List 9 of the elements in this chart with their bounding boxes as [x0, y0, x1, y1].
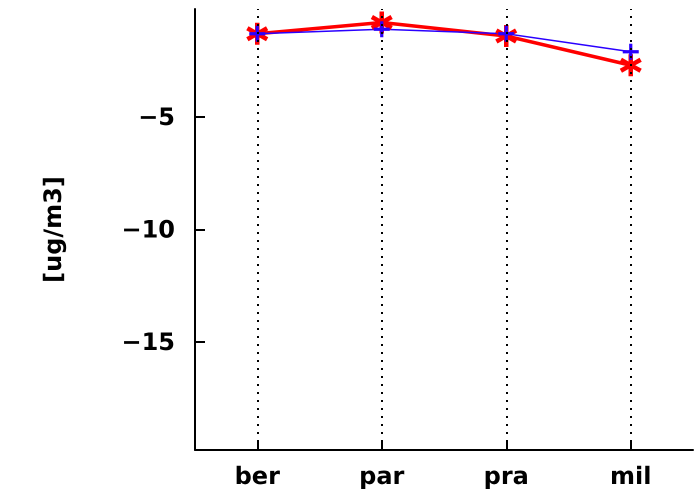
y-tick-label: −10	[121, 216, 175, 244]
y-tick-label: −15	[121, 328, 175, 356]
x-tick-label: pra	[484, 462, 529, 490]
x-tick-label: par	[359, 462, 405, 490]
x-tick-label: ber	[234, 462, 280, 490]
x-tick-label: mil	[610, 462, 652, 490]
y-tick-label: −5	[138, 103, 175, 131]
y-axis-title: [ug/m3]	[39, 176, 67, 283]
point	[622, 44, 639, 60]
